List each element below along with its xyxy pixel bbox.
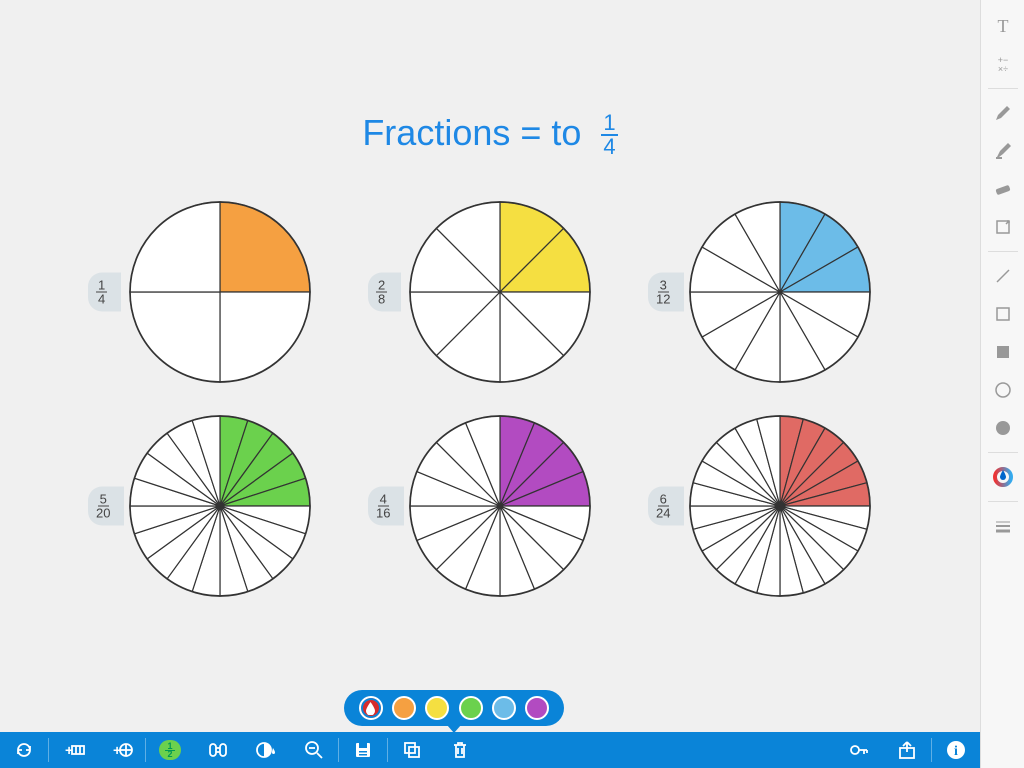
line-icon[interactable] — [983, 258, 1023, 294]
title-fraction: 1 4 — [601, 112, 617, 158]
color-swatch[interactable] — [425, 696, 449, 720]
toolbar-divider — [988, 88, 1018, 89]
fraction-circle[interactable]: 14 — [100, 200, 340, 384]
add-bar-icon[interactable]: + — [49, 732, 97, 768]
color-fill-icon[interactable] — [242, 732, 290, 768]
fraction-circle[interactable]: 520 — [100, 414, 340, 598]
color-wheel-icon[interactable] — [983, 459, 1023, 495]
title-text: Fractions = to — [362, 112, 581, 153]
copy-icon[interactable] — [388, 732, 436, 768]
right-toolbar: T +−×÷ — [980, 0, 1024, 768]
zoom-out-icon[interactable] — [290, 732, 338, 768]
fraction-circle[interactable]: 416 — [380, 414, 620, 598]
svg-text:i: i — [954, 744, 958, 759]
share-icon[interactable] — [883, 732, 931, 768]
highlighter-icon[interactable] — [983, 133, 1023, 169]
svg-text:T: T — [997, 16, 1008, 36]
fraction-circle[interactable]: 312 — [660, 200, 900, 384]
info-icon[interactable]: i — [932, 732, 980, 768]
pencil-icon[interactable] — [983, 95, 1023, 131]
key-icon[interactable] — [835, 732, 883, 768]
fraction-label: 520 — [88, 487, 124, 526]
trash-icon[interactable] — [436, 732, 484, 768]
save-icon[interactable] — [339, 732, 387, 768]
square-outline-icon[interactable] — [983, 296, 1023, 332]
fraction-label: 14 — [88, 273, 121, 312]
color-swatch[interactable] — [459, 696, 483, 720]
circles-grid: 1428312520416624 — [100, 200, 900, 598]
canvas-area: Fractions = to 1 4 1428312520416624 ++12… — [0, 0, 980, 768]
color-swatch[interactable] — [525, 696, 549, 720]
circle-outline-icon[interactable] — [983, 372, 1023, 408]
bottom-toolbar: ++12 i — [0, 732, 980, 768]
sync-icon[interactable] — [0, 732, 48, 768]
fraction-label: 624 — [648, 487, 684, 526]
fraction-label: 28 — [368, 273, 401, 312]
add-circle-icon[interactable]: + — [97, 732, 145, 768]
swap-icon[interactable] — [194, 732, 242, 768]
page-title: Fractions = to 1 4 — [0, 112, 980, 158]
toolbar-divider — [988, 452, 1018, 453]
toolbar-divider — [988, 251, 1018, 252]
fraction-label: 312 — [648, 273, 684, 312]
fraction-label: 416 — [368, 487, 404, 526]
fraction-circle[interactable]: 28 — [380, 200, 620, 384]
math-tool-icon[interactable]: +−×÷ — [983, 46, 1023, 82]
svg-text:×÷: ×÷ — [997, 64, 1007, 74]
color-swatch[interactable] — [492, 696, 516, 720]
color-swatch[interactable] — [359, 696, 383, 720]
square-fill-icon[interactable] — [983, 334, 1023, 370]
eraser-icon[interactable] — [983, 171, 1023, 207]
color-palette-popup — [344, 690, 564, 726]
toolbar-divider — [988, 501, 1018, 502]
crop-icon[interactable] — [983, 209, 1023, 245]
circle-fill-icon[interactable] — [983, 410, 1023, 446]
color-swatch[interactable] — [392, 696, 416, 720]
line-weight-icon[interactable] — [983, 508, 1023, 544]
text-tool-icon[interactable]: T — [983, 8, 1023, 44]
fraction-toggle-icon[interactable]: 12 — [146, 732, 194, 768]
fraction-circle[interactable]: 624 — [660, 414, 900, 598]
